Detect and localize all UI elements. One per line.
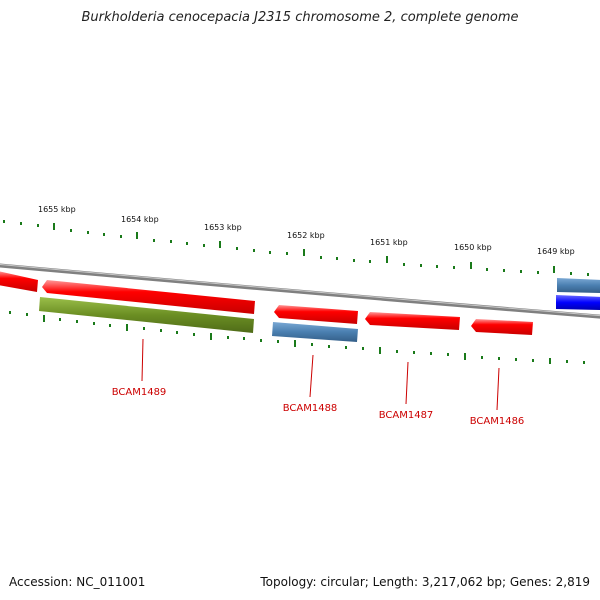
forward-gene-arrow[interactable] [274, 305, 358, 324]
reverse-gene-bcam1489[interactable] [39, 297, 254, 333]
upper-tick-row [3, 220, 589, 276]
kbp-label-1651: 1651 kbp [370, 238, 408, 247]
topology-text: Topology: circular; Length: 3,217,062 bp… [260, 575, 590, 589]
forward-gene-arrow[interactable] [365, 312, 460, 330]
kbp-label-1655: 1655 kbp [38, 205, 76, 214]
label-leader-bcam1487 [405, 361, 409, 405]
accession-text: Accession: NC_011001 [9, 575, 146, 589]
kbp-label-1649: 1649 kbp [537, 247, 575, 256]
label-leader-bcam1486 [496, 367, 500, 411]
gene-label-bcam1489[interactable]: BCAM1489 [112, 387, 167, 398]
kbp-label-1654: 1654 kbp [121, 215, 159, 224]
gene-label-bcam1486[interactable]: BCAM1486 [470, 416, 525, 427]
label-leader-bcam1489 [141, 338, 144, 382]
genome-backbone [0, 263, 600, 319]
label-leader-bcam1488 [309, 354, 314, 398]
kbp-label-1653: 1653 kbp [204, 223, 242, 232]
map-title: Burkholderia cenocepacia J2315 chromosom… [81, 10, 519, 25]
forward-gene-arrow[interactable] [471, 319, 533, 335]
lower-tick-row [9, 311, 585, 364]
gene-label-bcam1488[interactable]: BCAM1488 [283, 403, 338, 414]
forward-gene-arrow[interactable] [42, 280, 255, 314]
gene-label-bcam1487[interactable]: BCAM1487 [379, 410, 434, 421]
highlighted-gene-blue[interactable] [556, 295, 600, 310]
kbp-label-1650: 1650 kbp [454, 243, 492, 252]
kbp-label-1652: 1652 kbp [287, 231, 325, 240]
reverse-gene-bcam1488[interactable] [272, 322, 358, 342]
forward-gene-arrow[interactable] [0, 271, 38, 292]
highlighted-gene-steel[interactable] [557, 278, 600, 293]
